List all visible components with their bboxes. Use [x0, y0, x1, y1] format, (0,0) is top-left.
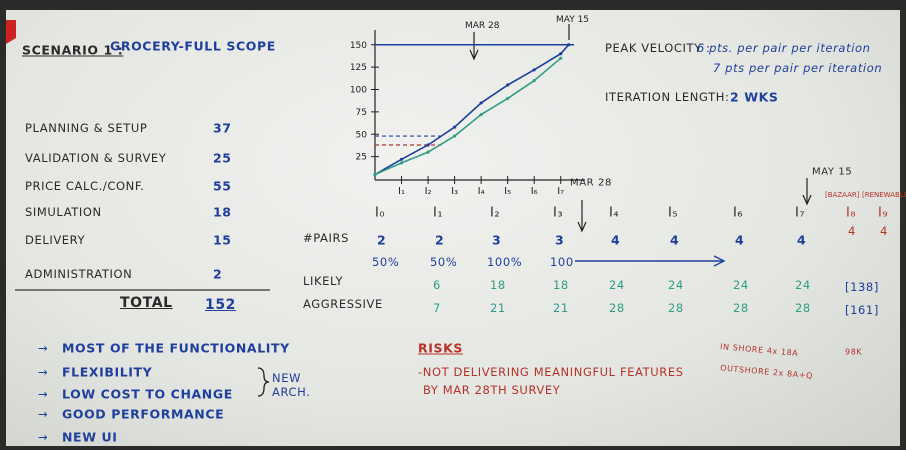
y-tick-label: 50: [356, 130, 368, 140]
x-tick-label: I₆: [531, 186, 538, 197]
x-tick-label: I₇: [557, 186, 564, 197]
y-tick-label: 75: [356, 108, 367, 118]
point: [506, 97, 509, 100]
y-tick-label: 25: [356, 153, 367, 163]
point: [373, 173, 376, 176]
point: [506, 83, 509, 86]
point: [400, 158, 403, 161]
y-tick-label: 100: [350, 86, 367, 96]
x-tick-label: I₄: [478, 186, 485, 197]
point: [480, 113, 483, 116]
point: [567, 43, 570, 46]
page: SCENARIO 1 :GROCERY-FULL SCOPEPLANNING &…: [0, 0, 906, 450]
chart: 25 50 75 100 125 150 I₁ I₂ I₃ I₄ I₅ I₆ I₇ MAR 28 MAY 1…: [0, 0, 906, 450]
x-tick-label: I₂: [425, 186, 432, 197]
point: [533, 68, 536, 71]
x-tick-label: I₃: [451, 186, 458, 197]
x-tick-label: I₁: [398, 186, 405, 197]
x-tick-label: I₅: [504, 186, 511, 197]
point: [480, 101, 483, 104]
point: [453, 125, 456, 128]
annotation: MAR 28: [465, 21, 500, 31]
y-tick-label: 150: [350, 41, 367, 51]
series-line: [375, 45, 569, 175]
point: [426, 143, 429, 146]
brace: [258, 368, 269, 396]
point: [426, 151, 429, 154]
point: [400, 161, 403, 164]
point: [533, 79, 536, 82]
point: [453, 134, 456, 137]
y-tick-label: 125: [350, 63, 367, 73]
point: [559, 57, 562, 60]
magnet: [6, 20, 16, 44]
annotation: MAY 15: [556, 15, 589, 25]
point: [559, 52, 562, 55]
series-line: [375, 58, 561, 174]
